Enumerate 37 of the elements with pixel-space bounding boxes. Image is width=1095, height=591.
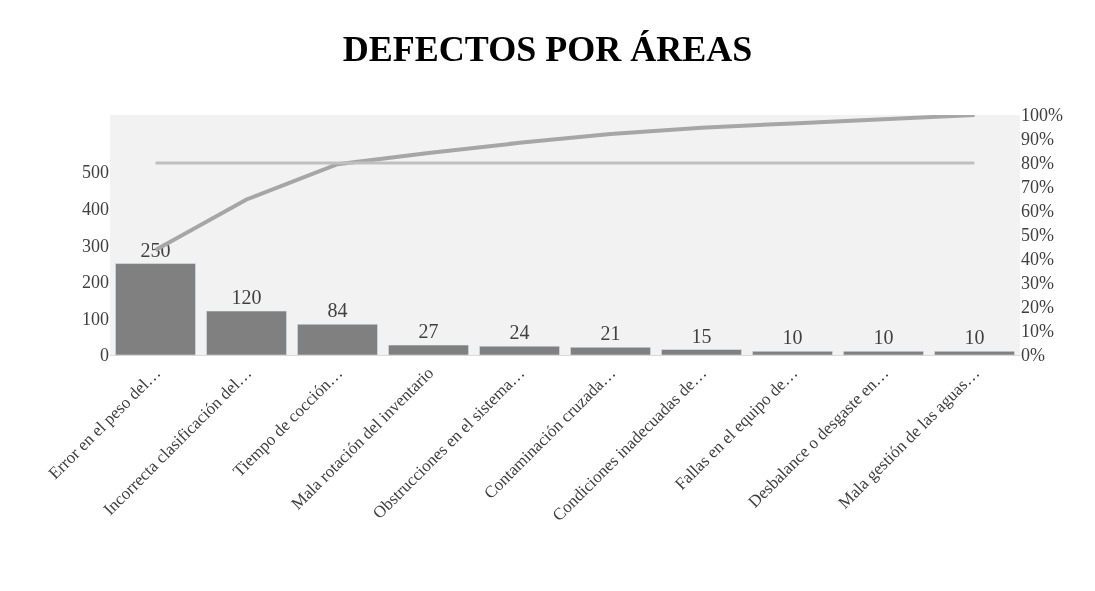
y2-tick-label: 20% [1021,297,1054,318]
data-label: 10 [873,326,894,349]
data-label: 120 [231,286,262,309]
bar [570,347,651,355]
y2-tick-label: 80% [1021,153,1054,174]
y2-tick-label: 40% [1021,249,1054,270]
bar [661,349,742,355]
data-label: 21 [600,322,621,345]
y-tick-label: 100 [82,308,109,329]
bar [297,324,378,355]
data-label: 24 [509,321,530,344]
y2-tick-label: 60% [1021,201,1054,222]
data-label: 84 [327,299,348,322]
data-label: 10 [964,326,985,349]
y2-tick-label: 10% [1021,321,1054,342]
y2-tick-label: 100% [1021,105,1063,126]
y2-tick-label: 30% [1021,273,1054,294]
y-tick-label: 400 [82,198,109,219]
bar [752,351,833,355]
data-label: 10 [782,326,803,349]
bar [479,345,560,355]
bar [388,344,469,355]
data-label: 15 [691,324,712,347]
y-tick-label: 500 [82,162,109,183]
y-tick-label: 0 [100,345,109,366]
y-tick-label: 300 [82,235,109,256]
y2-tick-label: 70% [1021,177,1054,198]
y2-tick-label: 50% [1021,225,1054,246]
bar [115,263,196,355]
bar [934,351,1015,355]
data-label: 27 [418,320,439,343]
y2-tick-label: 0% [1021,345,1045,366]
y-tick-label: 200 [82,272,109,293]
chart-title: DEFECTOS POR ÁREAS [342,28,753,69]
bar [206,310,287,355]
bar [843,351,924,355]
y2-tick-label: 90% [1021,129,1054,150]
